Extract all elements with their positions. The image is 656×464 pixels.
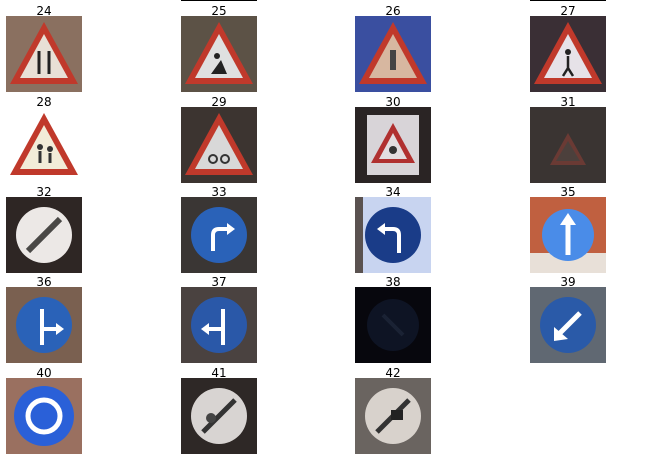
keep-left-sign	[530, 287, 606, 363]
class-label: 42	[385, 366, 401, 380]
end-of-no-passing-trucks-sign	[355, 378, 431, 454]
divider-line	[530, 0, 606, 1]
class-label: 37	[211, 275, 227, 289]
class-label: 36	[36, 275, 52, 289]
class-label: 41	[211, 366, 227, 380]
traffic-signals-sign	[355, 16, 431, 92]
class-label: 31	[560, 95, 576, 109]
straight-or-left-sign	[181, 287, 257, 363]
end-of-limits-sign	[6, 197, 82, 273]
class-label: 33	[211, 185, 227, 199]
keep-right-sign	[355, 287, 431, 363]
divider-line	[181, 0, 257, 1]
class-label: 38	[385, 275, 401, 289]
roundabout-sign	[6, 378, 82, 454]
ahead-only-sign	[530, 197, 606, 273]
class-label: 26	[385, 4, 401, 18]
end-of-no-passing-sign	[181, 378, 257, 454]
class-label: 34	[385, 185, 401, 199]
wild-animals-sign	[530, 107, 606, 183]
road-work-sign	[181, 16, 257, 92]
class-label: 32	[36, 185, 52, 199]
class-label: 39	[560, 275, 576, 289]
class-label: 30	[385, 95, 401, 109]
turn-left-ahead-sign	[355, 197, 431, 273]
turn-right-ahead-sign	[181, 197, 257, 273]
road-narrows-sign	[6, 16, 82, 92]
class-label: 24	[36, 4, 52, 18]
pedestrians-sign	[530, 16, 606, 92]
class-label: 29	[211, 95, 227, 109]
bicycles-crossing-sign	[181, 107, 257, 183]
ice-snow-sign	[355, 107, 431, 183]
class-label: 28	[36, 95, 52, 109]
class-label: 25	[211, 4, 227, 18]
class-label: 40	[36, 366, 52, 380]
class-label: 35	[560, 185, 576, 199]
children-crossing-sign	[6, 107, 82, 183]
class-label: 27	[560, 4, 576, 18]
straight-or-right-sign	[6, 287, 82, 363]
